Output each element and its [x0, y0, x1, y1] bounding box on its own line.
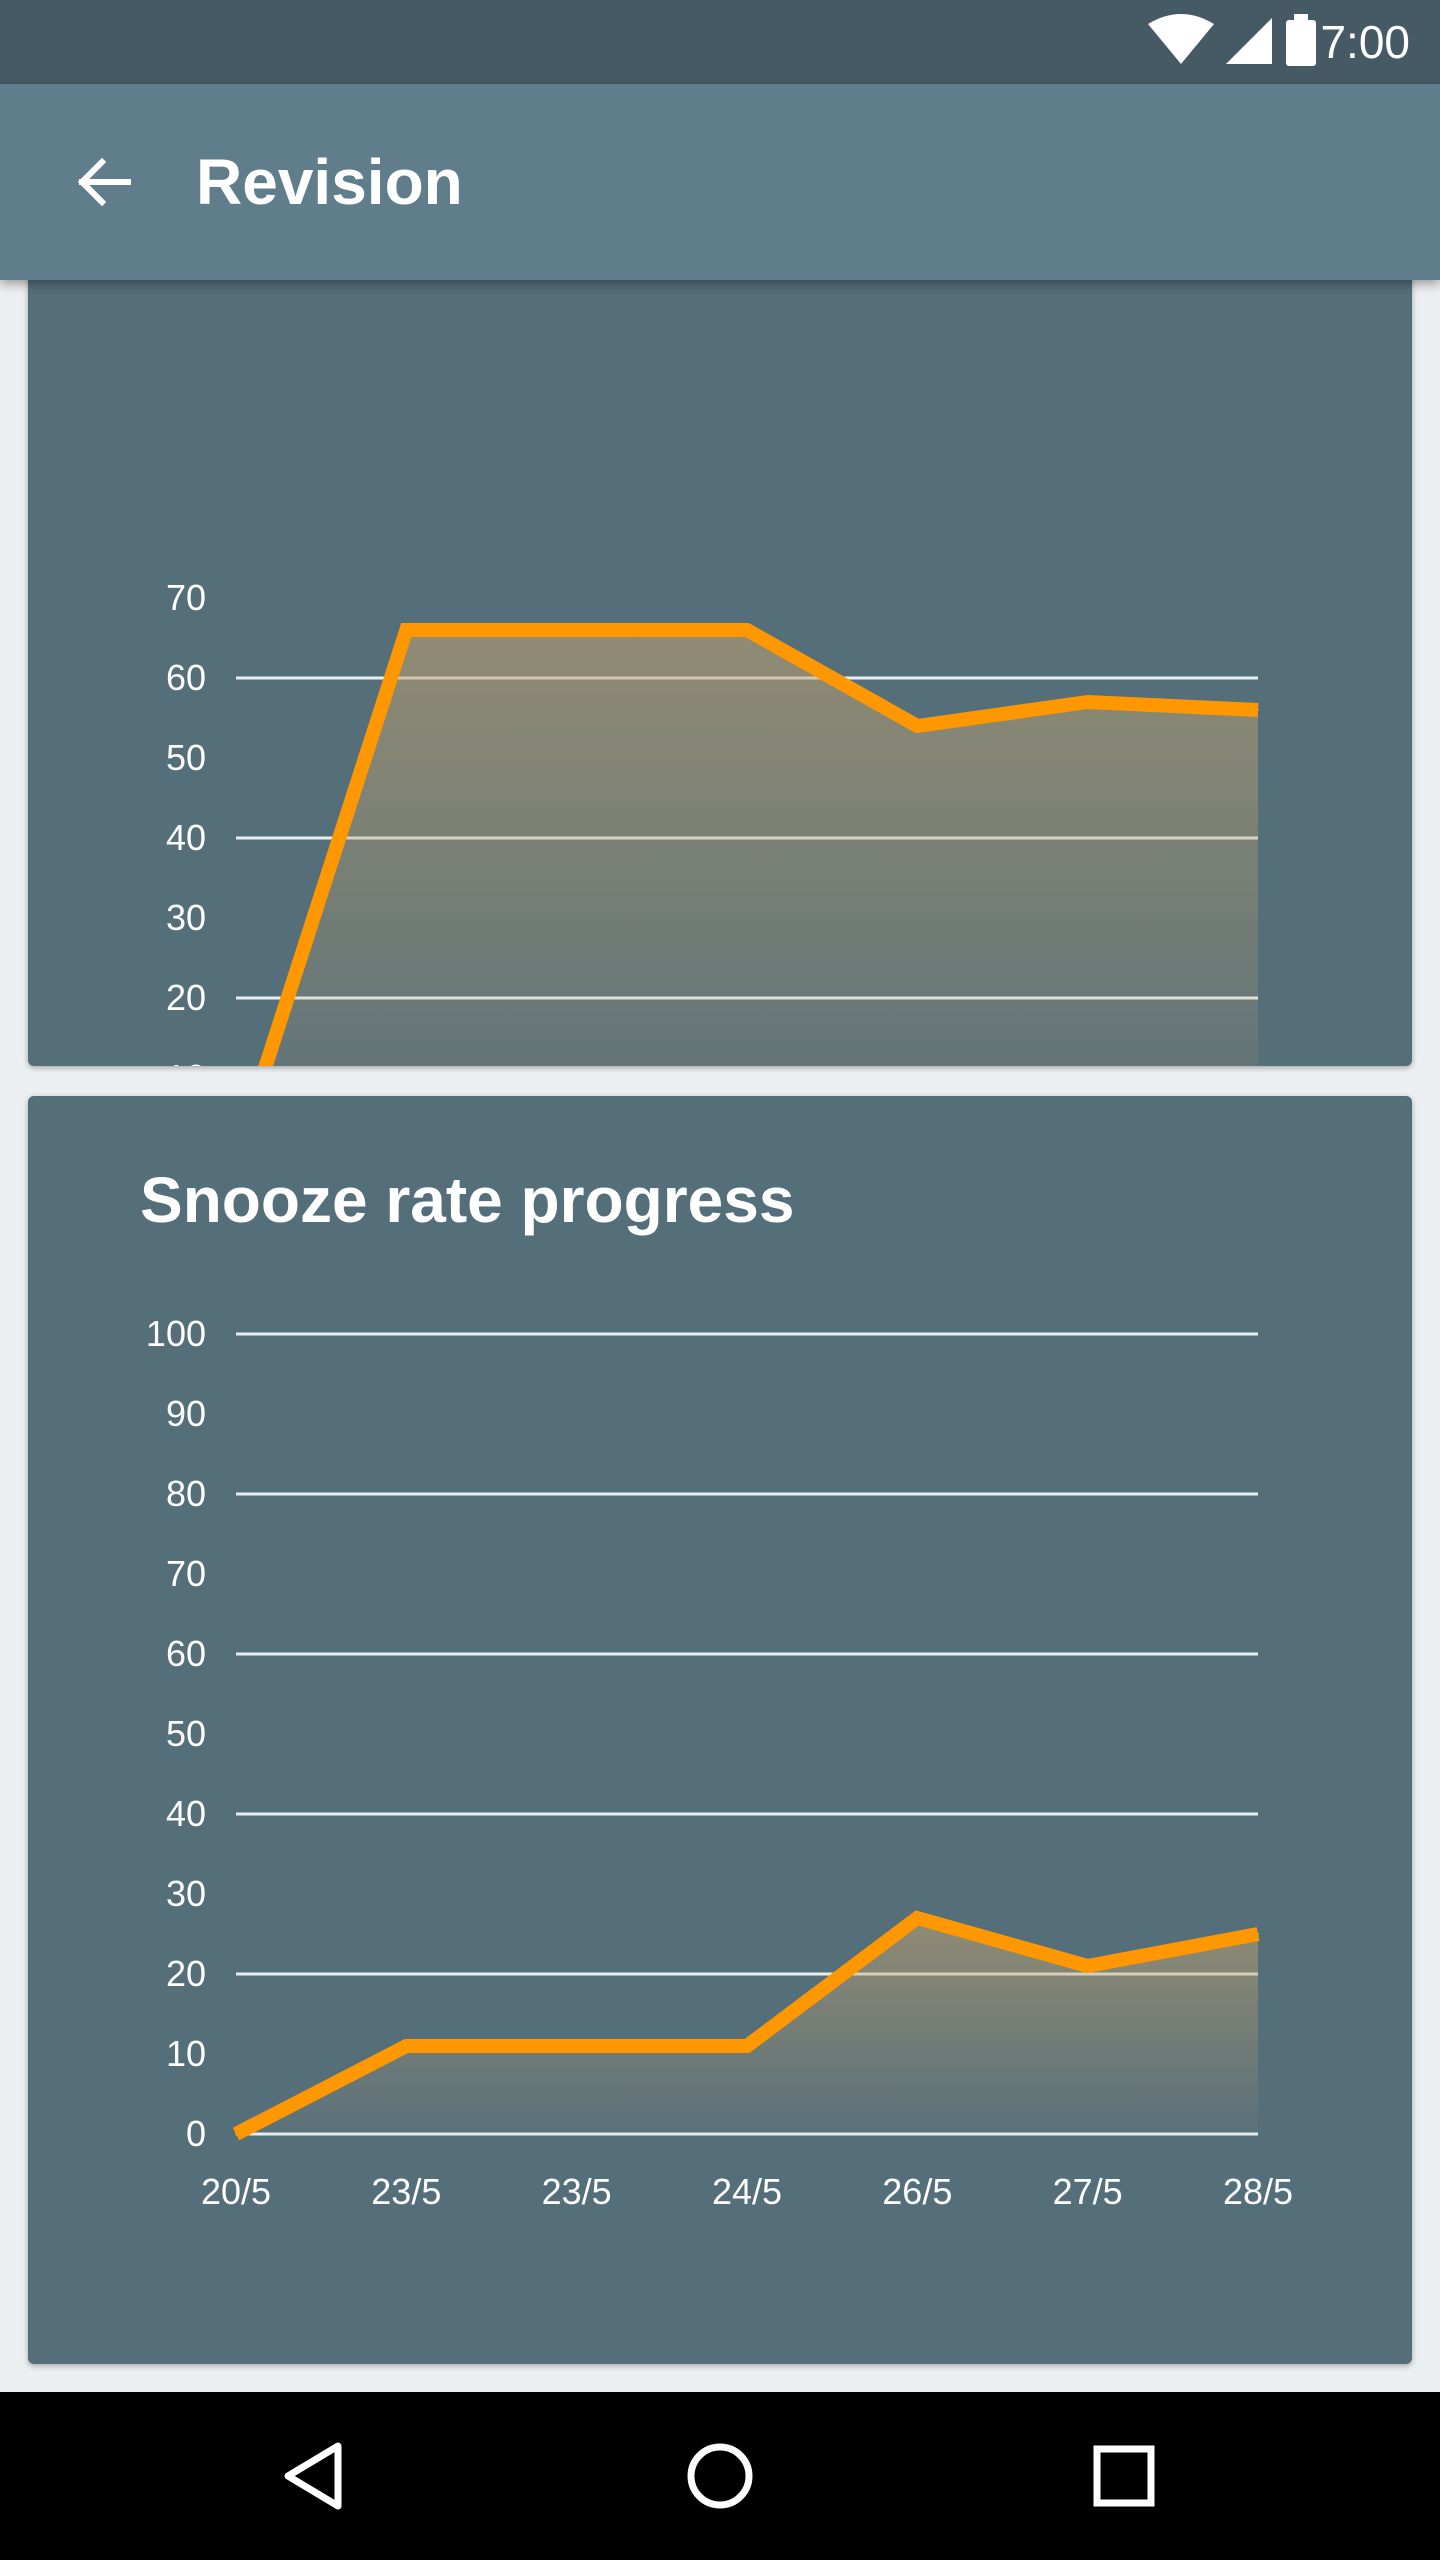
- chart-card-snooze: Snooze rate progress 0 10 20 30 40 50 60 70 80 90…: [28, 1096, 1412, 2364]
- y-tick-label: 90: [166, 1393, 206, 1434]
- y-tick-label: 30: [166, 1873, 206, 1914]
- x-tick-label: 26/5: [882, 2171, 952, 2212]
- y-tick-label: 40: [166, 817, 206, 858]
- y-tick-label: 60: [166, 1633, 206, 1674]
- nav-home-button[interactable]: [640, 2392, 800, 2560]
- recents-square-icon: [1093, 2445, 1155, 2507]
- chart-card-1: 01020304050607020/523/523/524/526/527/52…: [28, 280, 1412, 1066]
- back-button[interactable]: [52, 130, 156, 234]
- status-bar: 7:00: [0, 0, 1440, 84]
- data-point: [405, 629, 408, 631]
- signal-icon: [1226, 18, 1272, 64]
- y-tick-label: 10: [166, 2033, 206, 2074]
- y-tick-label: 70: [166, 1553, 206, 1594]
- y-tick-label: 100: [146, 1313, 206, 1354]
- data-point: [1086, 701, 1089, 703]
- y-tick-label: 10: [166, 1057, 206, 1066]
- status-icons: [1148, 14, 1316, 66]
- data-point: [405, 2045, 408, 2047]
- data-point: [746, 2045, 748, 2047]
- y-tick-label: 0: [186, 2113, 206, 2154]
- y-tick-label: 20: [166, 1953, 206, 1994]
- battery-icon: [1286, 14, 1316, 66]
- y-tick-label: 70: [166, 577, 206, 618]
- x-tick-label: 23/5: [542, 2171, 612, 2212]
- y-tick-label: 50: [166, 1713, 206, 1754]
- y-tick-label: 80: [166, 1473, 206, 1514]
- card-title: Snooze rate progress: [140, 1164, 795, 1236]
- chart-2: 0 10 20 30 40 50 60 70 80 90 100 20/5 23/5 23/5 24/5 26…: [146, 1313, 1293, 2212]
- x-tick-label: 23/5: [371, 2171, 441, 2212]
- series-area: [265, 630, 1258, 1066]
- y-tick-label: 50: [166, 737, 206, 778]
- nav-bar: [0, 2392, 1440, 2560]
- data-point: [746, 629, 748, 631]
- y-tick-label: 40: [166, 1793, 206, 1834]
- data-point: [575, 629, 578, 631]
- back-triangle-icon: [284, 2442, 342, 2510]
- app-bar: Revision: [0, 84, 1440, 280]
- page-title: Revision: [196, 146, 463, 218]
- data-point: [575, 2045, 578, 2047]
- x-tick-label: 27/5: [1053, 2171, 1123, 2212]
- y-tick-label: 20: [166, 977, 206, 1018]
- data-point: [916, 1917, 919, 1919]
- data-point: [1257, 1933, 1259, 1935]
- chart-1: 01020304050607020/523/523/524/526/527/52…: [166, 577, 1259, 1066]
- home-circle-icon: [687, 2443, 753, 2509]
- wifi-icon: [1148, 14, 1214, 64]
- y-tick-label: 30: [166, 897, 206, 938]
- x-tick-label: 28/5: [1223, 2171, 1293, 2212]
- data-point: [916, 725, 919, 727]
- series-area: [236, 1918, 1258, 2134]
- content-scroll[interactable]: 0 10 20 30 40 50 60 70 20/5 23/5 23/5 24/5 26/5 27/5 2…: [0, 280, 1440, 2392]
- x-tick-label: 24/5: [712, 2171, 782, 2212]
- data-point: [235, 2133, 237, 2135]
- x-tick-label: 20/5: [201, 2171, 271, 2212]
- data-point: [1257, 709, 1259, 711]
- arrow-back-icon: [77, 157, 131, 207]
- nav-recents-button[interactable]: [1044, 2392, 1204, 2560]
- status-time: 7:00: [1320, 16, 1410, 68]
- y-tick-label: 60: [166, 657, 206, 698]
- nav-back-button[interactable]: [236, 2392, 396, 2560]
- data-point: [1086, 1965, 1089, 1967]
